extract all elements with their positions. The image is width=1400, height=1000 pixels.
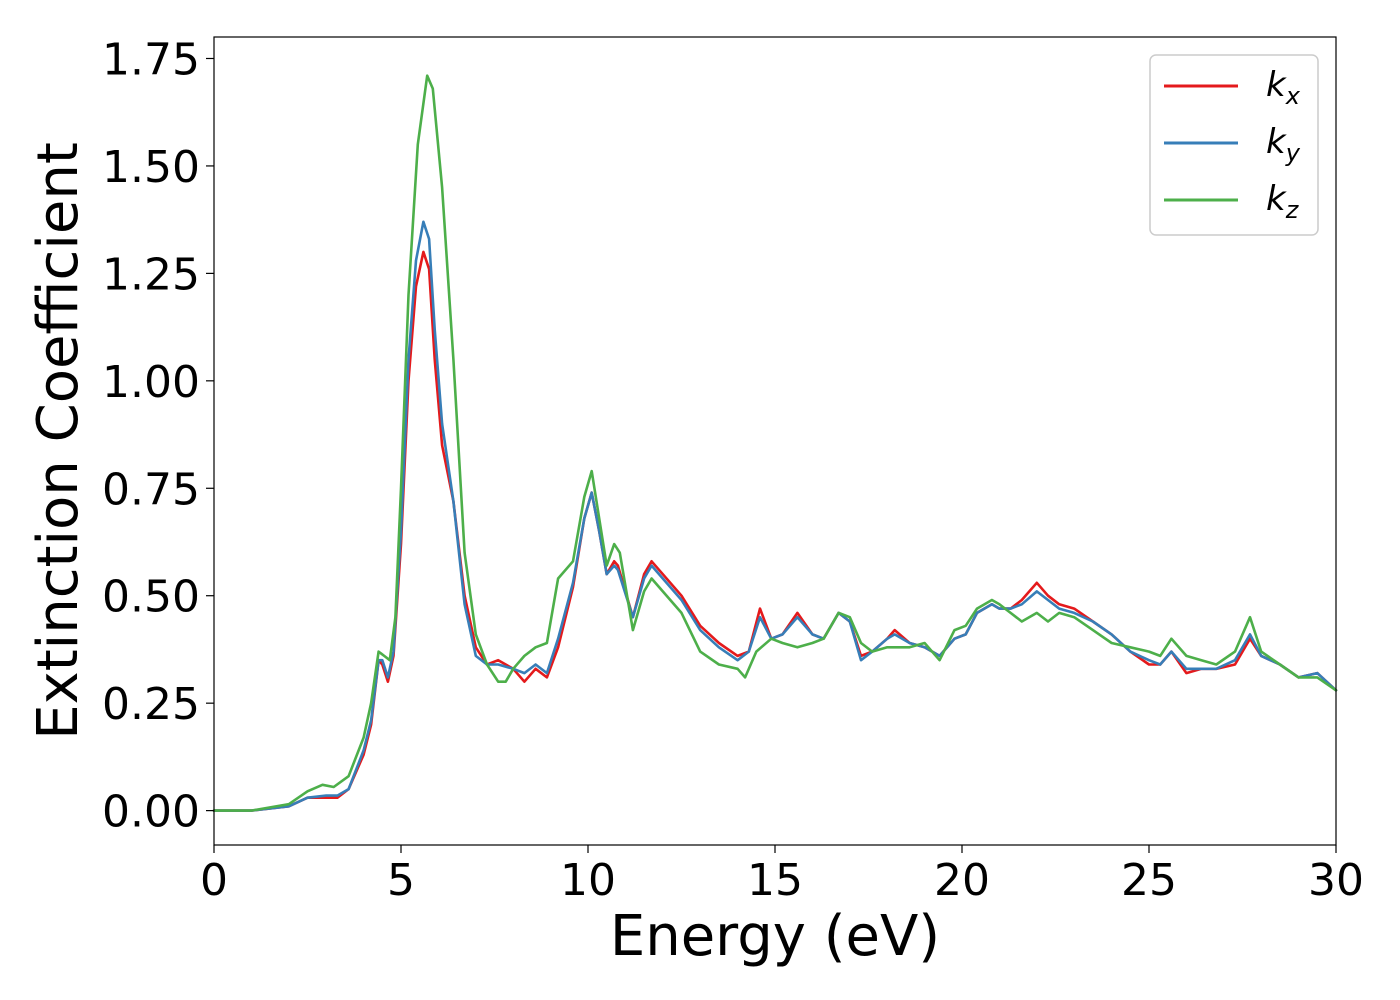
x-tick-label: 30 <box>1308 855 1364 906</box>
y-tick-label: 0.00 <box>102 787 200 838</box>
y-tick-label: 1.25 <box>102 249 200 300</box>
legend-label-main: k <box>1266 179 1287 219</box>
y-tick-label: 0.75 <box>102 464 200 515</box>
series-layer <box>212 74 1338 812</box>
y-axis: 0.00 0.25 0.50 0.75 1.00 1.25 1.50 1.75 <box>102 34 214 838</box>
x-tick-label: 15 <box>747 855 803 906</box>
legend-label-main: k <box>1266 122 1287 162</box>
legend-label-subscript: z <box>1285 196 1300 224</box>
x-tick-label: 25 <box>1121 855 1177 906</box>
legend-label-ky: ky <box>1266 122 1301 167</box>
y-tick-label: 1.00 <box>102 357 200 408</box>
legend-frame <box>1149 54 1319 236</box>
x-tick-label: 0 <box>200 855 228 906</box>
x-axis: 0 5 10 15 20 25 30 <box>200 845 1364 906</box>
y-tick-label: 0.25 <box>102 679 200 730</box>
legend-label-kz: kz <box>1266 179 1300 224</box>
series-line-kz <box>212 74 1338 812</box>
legend-label-subscript: y <box>1285 139 1301 167</box>
series-line-kx <box>212 250 1338 812</box>
x-tick-label: 10 <box>560 855 616 906</box>
series-line-ky <box>212 220 1338 812</box>
y-tick-label: 0.50 <box>102 572 200 623</box>
y-axis-label: Extinction Coefficient <box>26 142 91 740</box>
legend-label-kx: kx <box>1266 65 1301 110</box>
y-tick-label: 1.75 <box>102 34 200 85</box>
legend-label-subscript: x <box>1285 82 1301 110</box>
x-tick-label: 5 <box>387 855 415 906</box>
x-axis-label: Energy (eV) <box>610 904 940 969</box>
y-tick-label: 1.50 <box>102 142 200 193</box>
x-tick-label: 20 <box>934 855 990 906</box>
legend-label-main: k <box>1266 65 1287 105</box>
